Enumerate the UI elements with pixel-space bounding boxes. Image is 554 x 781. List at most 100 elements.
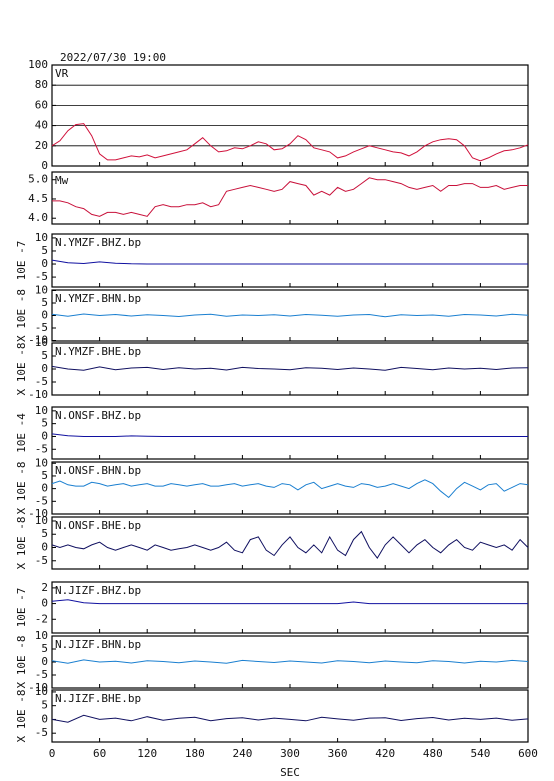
y-tick-label: 5 bbox=[41, 244, 48, 257]
trace-label: N.ONSF.BHE.bp bbox=[55, 519, 141, 532]
y-tick-label: 10 bbox=[35, 456, 48, 469]
x-tick-label: 60 bbox=[93, 747, 106, 760]
y-tick-label: 10 bbox=[35, 514, 48, 527]
trace-label: N.JIZF.BHE.bp bbox=[55, 692, 141, 705]
y-tick-label: -5 bbox=[35, 321, 48, 334]
x-tick-label: 300 bbox=[280, 747, 300, 760]
y-tick-label: 10 bbox=[35, 336, 48, 349]
trace bbox=[52, 177, 528, 217]
trace bbox=[51, 433, 528, 437]
y-tick-label: 5 bbox=[41, 296, 48, 309]
y-tick-label: 0 bbox=[41, 482, 48, 495]
y-tick-label: 100 bbox=[28, 58, 48, 71]
trace bbox=[51, 123, 529, 162]
x-tick-label: 600 bbox=[518, 747, 538, 760]
y-axis-label: X 10E -8 bbox=[15, 636, 28, 689]
panel-frame bbox=[51, 516, 529, 570]
panel-frame bbox=[51, 342, 529, 396]
y-tick-label: 0 bbox=[41, 541, 48, 554]
y-tick-label: 10 bbox=[35, 685, 48, 698]
x-tick-label: 480 bbox=[423, 747, 443, 760]
y-tick-label: 0 bbox=[41, 309, 48, 322]
trace bbox=[51, 479, 529, 499]
panel-frame bbox=[51, 689, 529, 743]
y-tick-label: 4.0 bbox=[28, 211, 48, 224]
y-tick-label: 4.5 bbox=[28, 192, 48, 205]
y-tick-label: 5 bbox=[41, 349, 48, 362]
trace bbox=[51, 659, 529, 664]
x-tick-label: 120 bbox=[137, 747, 157, 760]
y-tick-label: -5 bbox=[35, 442, 48, 455]
y-tick-label: -5 bbox=[35, 494, 48, 507]
trace-label: N.JIZF.BHN.bp bbox=[55, 638, 141, 651]
y-axis-label: X 10E -8 bbox=[15, 517, 28, 570]
x-tick-label: 0 bbox=[49, 747, 56, 760]
trace bbox=[51, 599, 528, 605]
y-tick-label: -5 bbox=[35, 270, 48, 283]
y-tick-label: 2 bbox=[41, 581, 48, 594]
y-tick-label: 0 bbox=[41, 597, 48, 610]
trace-label: N.YMZF.BHN.bp bbox=[55, 292, 141, 305]
y-axis-label: X 10E -8 bbox=[15, 343, 28, 396]
chart-title: 2022/07/30 19:00 bbox=[60, 51, 166, 64]
panel-frame bbox=[51, 461, 529, 515]
y-tick-label: -10 bbox=[28, 334, 48, 347]
trace bbox=[51, 259, 528, 265]
y-axis-label: 10E -7 bbox=[15, 241, 28, 281]
trace-label: N.ONSF.BHN.bp bbox=[55, 464, 141, 477]
x-tick-label: 240 bbox=[232, 747, 252, 760]
y-tick-label: -10 bbox=[28, 681, 48, 694]
y-axis-label: X 10E -8 bbox=[15, 289, 28, 342]
y-tick-label: 20 bbox=[35, 139, 48, 152]
trace bbox=[51, 714, 529, 723]
panel-frame bbox=[51, 171, 529, 225]
y-tick-label: 10 bbox=[35, 404, 48, 417]
y-tick-label: 10 bbox=[35, 284, 48, 297]
y-tick-label: -5 bbox=[35, 668, 48, 681]
trace-label: N.ONSF.BHZ.bp bbox=[55, 409, 141, 422]
y-tick-label: -5 bbox=[35, 726, 48, 739]
trace bbox=[51, 313, 529, 318]
trace bbox=[51, 530, 529, 559]
trace-label: N.JIZF.BHZ.bp bbox=[55, 584, 141, 597]
x-tick-label: 360 bbox=[328, 747, 348, 760]
x-tick-label: 540 bbox=[470, 747, 490, 760]
panel-frame bbox=[51, 289, 529, 342]
y-tick-label: 5 bbox=[41, 642, 48, 655]
y-tick-label: 0 bbox=[41, 159, 48, 172]
panel-frame bbox=[51, 635, 529, 689]
x-tick-label: 420 bbox=[375, 747, 395, 760]
y-tick-label: 10 bbox=[35, 629, 48, 642]
y-tick-label: 80 bbox=[35, 78, 48, 91]
y-axis-label: 10E -7 bbox=[15, 588, 28, 628]
y-tick-label: 10 bbox=[35, 231, 48, 244]
y-tick-label: 5 bbox=[41, 527, 48, 540]
y-tick-label: 0 bbox=[41, 257, 48, 270]
y-tick-label: 60 bbox=[35, 98, 48, 111]
y-tick-label: -5 bbox=[35, 375, 48, 388]
y-tick-label: 40 bbox=[35, 119, 48, 132]
y-tick-label: 5 bbox=[41, 699, 48, 712]
trace-label: N.YMZF.BHE.bp bbox=[55, 345, 141, 358]
trace-label: VR bbox=[55, 67, 69, 80]
y-tick-label: 0 bbox=[41, 362, 48, 375]
y-tick-label: -10 bbox=[28, 507, 48, 520]
x-tick-label: 180 bbox=[185, 747, 205, 760]
y-tick-label: -2 bbox=[35, 612, 48, 625]
x-axis-label: SEC bbox=[280, 766, 300, 779]
y-tick-label: 0 bbox=[41, 712, 48, 725]
trace-label: N.YMZF.BHZ.bp bbox=[55, 236, 141, 249]
y-tick-label: -10 bbox=[28, 388, 48, 401]
trace bbox=[51, 365, 529, 371]
panel-frame bbox=[51, 406, 529, 460]
y-axis-label: X 10E -8 bbox=[15, 462, 28, 515]
y-axis-label: 10E -4 bbox=[15, 413, 28, 453]
y-tick-label: 0 bbox=[41, 429, 48, 442]
y-tick-label: 5 bbox=[41, 469, 48, 482]
panel-frame bbox=[51, 581, 529, 634]
y-tick-label: 5.0 bbox=[28, 173, 48, 186]
y-tick-label: 0 bbox=[41, 655, 48, 668]
y-tick-label: -5 bbox=[35, 554, 48, 567]
y-axis-label: X 10E -8 bbox=[15, 690, 28, 743]
